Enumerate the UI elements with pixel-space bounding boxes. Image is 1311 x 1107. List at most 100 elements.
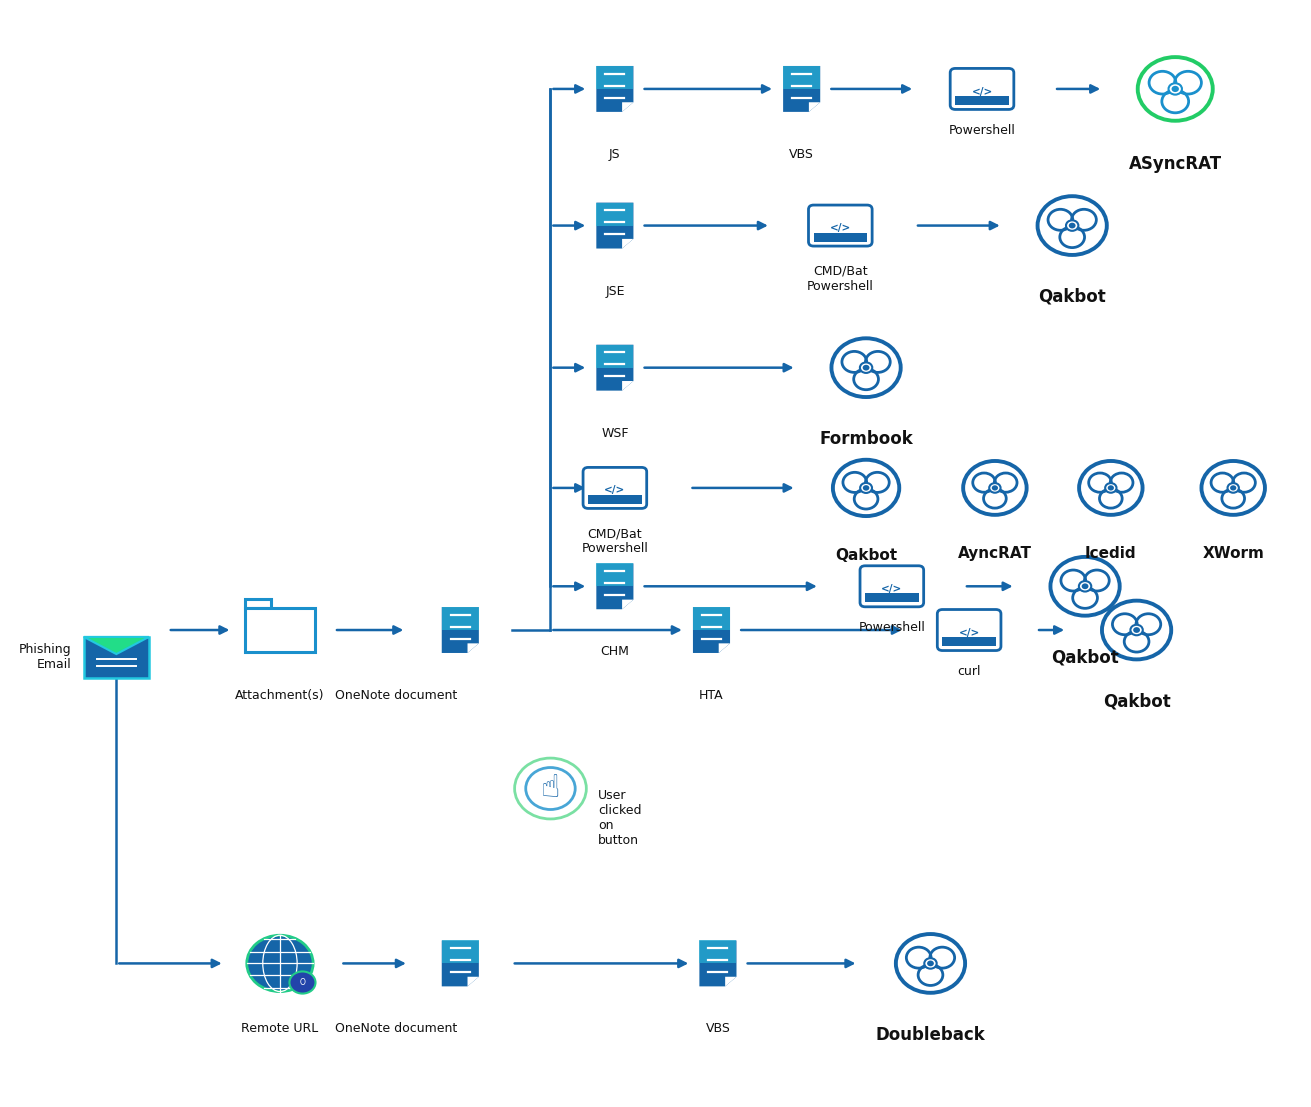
Circle shape (290, 972, 316, 994)
Circle shape (863, 485, 869, 490)
Circle shape (860, 483, 872, 493)
Polygon shape (597, 66, 633, 89)
Circle shape (1130, 624, 1143, 635)
Text: Doubleback: Doubleback (876, 1026, 986, 1044)
Text: </>: </> (971, 86, 992, 96)
Text: VBS: VBS (789, 148, 814, 161)
Polygon shape (699, 941, 737, 986)
Polygon shape (623, 102, 633, 112)
Text: curl: curl (957, 665, 981, 677)
Text: JSE: JSE (606, 284, 624, 298)
Text: CHM: CHM (600, 645, 629, 659)
FancyBboxPatch shape (589, 495, 641, 504)
Circle shape (895, 934, 965, 993)
Circle shape (1079, 461, 1143, 515)
FancyBboxPatch shape (814, 232, 867, 241)
Circle shape (1066, 220, 1079, 231)
Circle shape (1168, 83, 1183, 94)
Text: </>: </> (958, 628, 979, 638)
Text: CMD/Bat
Powershell: CMD/Bat Powershell (806, 265, 873, 293)
Text: </>: </> (604, 486, 625, 496)
FancyBboxPatch shape (583, 467, 646, 508)
Polygon shape (597, 344, 633, 391)
Polygon shape (694, 607, 730, 653)
Circle shape (1108, 485, 1114, 490)
Polygon shape (809, 102, 821, 112)
Text: Icedid: Icedid (1086, 546, 1137, 561)
Text: </>: </> (881, 583, 902, 593)
Circle shape (927, 961, 933, 966)
Polygon shape (699, 941, 737, 963)
Polygon shape (597, 563, 633, 587)
Polygon shape (623, 600, 633, 609)
Circle shape (1230, 485, 1236, 490)
Circle shape (1037, 196, 1106, 255)
Circle shape (964, 461, 1027, 515)
Text: Qakbot: Qakbot (835, 548, 897, 563)
Text: Powershell: Powershell (949, 124, 1016, 137)
Circle shape (246, 935, 313, 992)
Text: Formbook: Formbook (819, 430, 912, 448)
Circle shape (1050, 557, 1120, 615)
Polygon shape (783, 66, 821, 112)
Polygon shape (597, 203, 633, 226)
Circle shape (1133, 628, 1141, 633)
Circle shape (1068, 223, 1075, 228)
FancyBboxPatch shape (860, 566, 924, 607)
Polygon shape (442, 607, 479, 653)
Text: ☝: ☝ (540, 773, 560, 804)
Circle shape (1082, 583, 1088, 589)
FancyBboxPatch shape (809, 205, 872, 246)
Circle shape (1079, 581, 1091, 591)
Polygon shape (597, 563, 633, 609)
Polygon shape (442, 607, 479, 630)
Text: OneNote document: OneNote document (334, 689, 458, 702)
Circle shape (832, 459, 899, 516)
Text: Remote URL: Remote URL (241, 1023, 319, 1035)
Circle shape (1172, 86, 1179, 92)
Polygon shape (783, 66, 821, 89)
Circle shape (860, 362, 872, 373)
Circle shape (992, 485, 998, 490)
Polygon shape (84, 637, 149, 654)
Text: AyncRAT: AyncRAT (958, 546, 1032, 561)
Polygon shape (245, 599, 271, 609)
Circle shape (831, 339, 901, 397)
Circle shape (1201, 461, 1265, 515)
Polygon shape (597, 203, 633, 249)
Polygon shape (84, 637, 149, 677)
Polygon shape (245, 609, 316, 652)
Circle shape (1103, 601, 1171, 660)
FancyBboxPatch shape (943, 638, 996, 646)
FancyBboxPatch shape (950, 69, 1013, 110)
Text: Powershell: Powershell (859, 621, 926, 634)
Text: O: O (299, 977, 305, 987)
Polygon shape (623, 239, 633, 249)
Polygon shape (442, 941, 479, 986)
Text: HTA: HTA (699, 689, 724, 702)
Polygon shape (623, 381, 633, 391)
Circle shape (1138, 58, 1213, 121)
Polygon shape (718, 643, 730, 653)
Text: OneNote document: OneNote document (334, 1023, 458, 1035)
Text: Qakbot: Qakbot (1103, 692, 1171, 711)
Polygon shape (597, 66, 633, 112)
Text: JS: JS (610, 148, 620, 161)
Text: Qakbot: Qakbot (1038, 288, 1106, 306)
Polygon shape (725, 976, 737, 986)
Text: Attachment(s): Attachment(s) (235, 689, 325, 702)
Polygon shape (597, 344, 633, 368)
Text: Phishing
Email: Phishing Email (18, 643, 71, 671)
Polygon shape (694, 607, 730, 630)
Polygon shape (468, 643, 479, 653)
Circle shape (1227, 483, 1239, 493)
FancyBboxPatch shape (937, 610, 1000, 651)
Text: Qakbot: Qakbot (1051, 649, 1120, 666)
Text: XWorm: XWorm (1202, 546, 1264, 561)
Circle shape (1105, 483, 1117, 493)
Circle shape (924, 959, 936, 969)
Text: VBS: VBS (705, 1023, 730, 1035)
Text: </>: </> (830, 224, 851, 234)
Polygon shape (442, 941, 479, 963)
Text: ASyncRAT: ASyncRAT (1129, 155, 1222, 173)
